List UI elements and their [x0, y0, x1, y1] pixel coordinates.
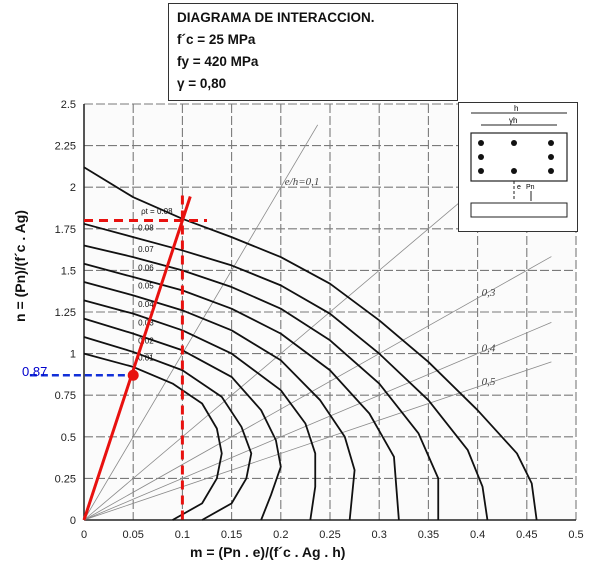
- y-tick-label: 2.5: [61, 99, 76, 111]
- y-tick-label: 1: [70, 349, 76, 361]
- y-tick-label: 0.75: [55, 390, 76, 402]
- y-tick-label: 1.25: [55, 307, 76, 319]
- x-tick-label: 0.3: [372, 529, 387, 541]
- eccentricity-ray: [83, 256, 552, 521]
- section-label-e: e: [517, 184, 521, 191]
- eccentricity-ray: [83, 322, 552, 521]
- title-line-3: fy = 420 MPa: [177, 54, 259, 69]
- chart-title-box: DIAGRAMA DE INTERACCION. f´c = 25 MPa fy…: [168, 3, 458, 101]
- point-value-label: 0.87: [22, 364, 48, 379]
- design-line: [82, 196, 192, 521]
- rho-label: ρt = 0.08: [141, 207, 173, 216]
- curve-label: 0.01: [138, 353, 154, 362]
- y-tick-label: 2.25: [55, 141, 76, 153]
- y-tick-label: 1.75: [55, 224, 76, 236]
- x-tick-label: 0.15: [221, 529, 242, 541]
- title-line-1: DIAGRAMA DE INTERACCION.: [177, 10, 375, 25]
- interaction-curves: 0.01 0.02 0.03 0.04 0.05 0.06 0.07 0.08 ρt = 0.0…: [83, 166, 538, 521]
- y-tick-label: 2: [70, 182, 76, 194]
- x-tick-label: 0.5: [568, 529, 583, 541]
- curve-label: 0.07: [138, 245, 154, 254]
- section-diagram: h γh e Pn: [458, 102, 578, 232]
- overlays: [29, 195, 207, 521]
- curve-label: 0.05: [138, 282, 154, 291]
- y-tick-label: 1.5: [61, 265, 76, 277]
- section-label-h: h: [514, 104, 518, 113]
- y-tick-label: 0.5: [61, 432, 76, 444]
- curve-label: 0.02: [138, 337, 154, 346]
- design-point: [127, 369, 139, 381]
- eccentricity-ray-label: 0,5: [482, 376, 496, 388]
- interaction-curve: [83, 244, 440, 520]
- interaction-curve: [83, 166, 538, 521]
- interaction-curve: [83, 352, 223, 521]
- x-tick-label: 0.25: [319, 529, 340, 541]
- eccentricity-ray: [83, 361, 552, 521]
- curve-label: 0.06: [138, 263, 154, 272]
- x-tick-label: 0.4: [470, 529, 485, 541]
- title-line-2: f´c = 25 MPa: [177, 32, 256, 47]
- x-tick-label: 0: [81, 529, 87, 541]
- curve-label: 0.08: [138, 223, 154, 232]
- interaction-curve: [83, 336, 253, 521]
- y-axis-label: n = (Pn)/(f´c . Ag): [12, 210, 28, 322]
- section-label-gamma-h: γh: [509, 116, 517, 125]
- section-label-pn: Pn: [526, 184, 535, 191]
- title-line-4: γ = 0,80: [177, 76, 227, 91]
- y-tick-label: 0.25: [55, 473, 76, 485]
- curve-label: 0.04: [138, 300, 154, 309]
- curve-label: 0.03: [138, 318, 154, 327]
- interaction-curve: [83, 281, 356, 521]
- x-tick-label: 0.35: [418, 529, 439, 541]
- x-axis-label: m = (Pn . e)/(f´c . Ag . h): [190, 544, 346, 560]
- y-tick-labels: 0 0.25 0.5 0.75 1 1.25 1.5 1.75 2 2.25 2.5: [55, 99, 76, 527]
- x-tick-label: 0.2: [273, 529, 288, 541]
- eccentricity-ray: [83, 124, 319, 521]
- interaction-curve: [83, 222, 489, 521]
- eccentricity-ray-label: e/h=0,1: [285, 176, 320, 188]
- x-tick-label: 0.45: [516, 529, 537, 541]
- eccentricity-ray-label: 0,3: [482, 287, 496, 299]
- section-sketch: h γh e Pn: [470, 104, 568, 218]
- x-tick-label: 0.05: [122, 529, 143, 541]
- interaction-curve: [83, 317, 282, 521]
- eccentricity-ray-label: 0,4: [482, 343, 496, 355]
- x-tick-label: 0.1: [175, 529, 190, 541]
- interaction-curve: [83, 262, 400, 521]
- y-tick-label: 0: [70, 515, 76, 527]
- x-tick-labels: 0 0.05 0.1 0.15 0.2 0.25 0.3 0.35 0.4 0.45 0.5: [81, 529, 584, 541]
